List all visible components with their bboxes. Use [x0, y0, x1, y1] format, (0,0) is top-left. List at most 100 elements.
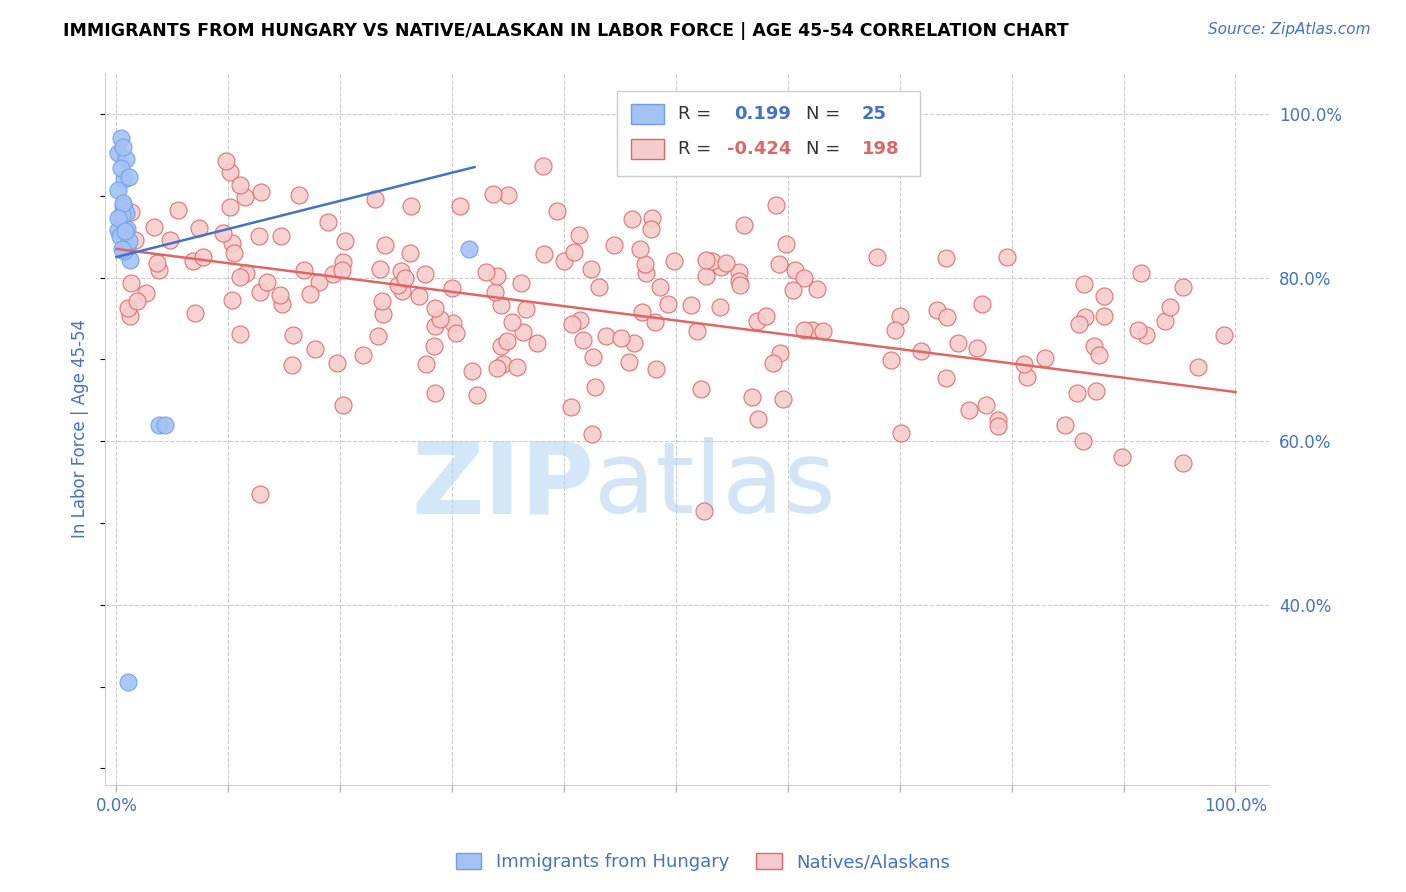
- Point: [229, 327, 252, 342]
- Point: [806, 282, 828, 296]
- Point: [506, 359, 529, 374]
- Point: [153, 417, 176, 432]
- Point: [583, 380, 606, 394]
- Point: [728, 265, 751, 279]
- Point: [579, 261, 602, 276]
- Point: [492, 357, 515, 371]
- Point: [218, 165, 240, 179]
- Y-axis label: In Labor Force | Age 45-54: In Labor Force | Age 45-54: [72, 319, 89, 539]
- Point: [1067, 317, 1090, 331]
- Point: [727, 274, 749, 288]
- Text: 198: 198: [862, 140, 900, 158]
- Point: [292, 263, 315, 277]
- Point: [108, 229, 131, 244]
- Point: [107, 211, 129, 226]
- Point: [572, 333, 595, 347]
- Point: [866, 250, 889, 264]
- Point: [364, 192, 387, 206]
- Point: [441, 280, 464, 294]
- Point: [648, 280, 671, 294]
- Point: [441, 316, 464, 330]
- Point: [645, 361, 668, 376]
- Point: [640, 222, 662, 236]
- Text: Source: ZipAtlas.com: Source: ZipAtlas.com: [1208, 22, 1371, 37]
- Point: [118, 169, 141, 184]
- Point: [107, 146, 129, 161]
- Point: [387, 278, 409, 293]
- Point: [793, 270, 815, 285]
- Point: [110, 209, 132, 223]
- Point: [782, 283, 804, 297]
- Point: [641, 211, 664, 226]
- Point: [741, 390, 763, 404]
- Point: [115, 206, 138, 220]
- Point: [1092, 309, 1115, 323]
- Point: [429, 311, 451, 326]
- Bar: [631, 103, 664, 123]
- Point: [188, 221, 211, 235]
- Point: [489, 339, 512, 353]
- Point: [333, 234, 356, 248]
- Point: [391, 284, 413, 298]
- Point: [690, 382, 713, 396]
- Point: [987, 412, 1010, 426]
- Point: [1213, 328, 1236, 343]
- Point: [219, 200, 242, 214]
- Point: [765, 198, 787, 212]
- Point: [316, 215, 339, 229]
- Point: [935, 251, 957, 265]
- Point: [233, 190, 256, 204]
- Bar: [631, 139, 664, 159]
- Point: [728, 278, 751, 293]
- Point: [526, 335, 548, 350]
- Point: [148, 417, 170, 432]
- Point: [484, 285, 506, 299]
- Point: [235, 267, 257, 281]
- Point: [1014, 357, 1036, 371]
- Point: [221, 236, 243, 251]
- Point: [695, 269, 717, 284]
- Text: IMMIGRANTS FROM HUNGARY VS NATIVE/ALASKAN IN LABOR FORCE | AGE 45-54 CORRELATION: IMMIGRANTS FROM HUNGARY VS NATIVE/ALASKA…: [63, 22, 1069, 40]
- Point: [352, 347, 374, 361]
- Point: [702, 253, 724, 268]
- Point: [709, 300, 731, 314]
- Text: R =: R =: [678, 140, 711, 158]
- Point: [533, 247, 555, 261]
- Point: [229, 178, 252, 192]
- Point: [747, 412, 769, 426]
- Text: 25: 25: [862, 104, 887, 122]
- Text: R =: R =: [678, 104, 711, 122]
- Point: [247, 228, 270, 243]
- Point: [1015, 369, 1038, 384]
- Point: [124, 234, 146, 248]
- Point: [569, 313, 592, 327]
- Point: [562, 244, 585, 259]
- Point: [367, 329, 389, 343]
- Point: [280, 358, 302, 372]
- Point: [125, 294, 148, 309]
- Point: [115, 240, 138, 254]
- Point: [326, 356, 349, 370]
- Point: [413, 268, 436, 282]
- Text: 0.199: 0.199: [734, 104, 790, 122]
- Point: [114, 224, 136, 238]
- Point: [1066, 386, 1088, 401]
- Point: [1071, 434, 1094, 449]
- Point: [159, 233, 181, 247]
- Point: [1111, 450, 1133, 464]
- Point: [332, 254, 354, 268]
- Point: [112, 139, 135, 153]
- Point: [880, 353, 903, 368]
- Point: [631, 305, 654, 319]
- Point: [889, 310, 911, 324]
- Point: [910, 343, 932, 358]
- Point: [966, 341, 988, 355]
- Point: [769, 345, 792, 359]
- Point: [115, 152, 138, 166]
- Point: [110, 131, 132, 145]
- Point: [249, 285, 271, 299]
- Point: [1083, 339, 1105, 353]
- Point: [603, 237, 626, 252]
- Point: [561, 317, 583, 331]
- Point: [107, 222, 129, 236]
